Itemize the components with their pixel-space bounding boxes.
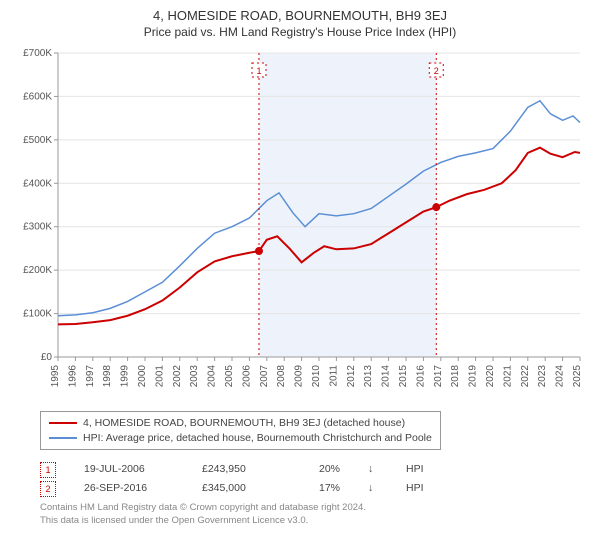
legend-swatch-price-paid (49, 422, 77, 424)
svg-text:£100K: £100K (23, 309, 52, 320)
svg-text:1996: 1996 (67, 365, 78, 388)
svg-text:1998: 1998 (102, 365, 113, 388)
svg-text:2018: 2018 (450, 365, 461, 388)
svg-text:1995: 1995 (50, 365, 61, 388)
svg-text:2016: 2016 (415, 365, 426, 388)
svg-text:£0: £0 (41, 352, 53, 363)
svg-text:1: 1 (256, 66, 261, 76)
svg-text:£600K: £600K (23, 91, 52, 102)
svg-text:£300K: £300K (23, 222, 52, 233)
legend-swatch-hpi (49, 437, 77, 439)
svg-text:2005: 2005 (224, 365, 235, 388)
chart-subtitle: Price paid vs. HM Land Registry's House … (10, 25, 590, 39)
svg-text:1997: 1997 (85, 365, 96, 388)
down-arrow-icon: ↓ (368, 479, 378, 498)
legend: 4, HOMESIDE ROAD, BOURNEMOUTH, BH9 3EJ (… (40, 411, 441, 450)
svg-text:1999: 1999 (120, 365, 131, 388)
footer-line-2: This data is licensed under the Open Gov… (40, 515, 590, 527)
sale-marker-2: 2 (40, 481, 56, 497)
svg-text:£500K: £500K (23, 135, 52, 146)
svg-text:2025: 2025 (572, 365, 583, 388)
svg-text:2003: 2003 (189, 365, 200, 388)
legend-label-hpi: HPI: Average price, detached house, Bour… (83, 431, 432, 446)
svg-text:2023: 2023 (537, 365, 548, 388)
svg-text:£200K: £200K (23, 265, 52, 276)
svg-text:2008: 2008 (276, 365, 287, 388)
chart-title: 4, HOMESIDE ROAD, BOURNEMOUTH, BH9 3EJ (10, 8, 590, 23)
sale-row: 1 19-JUL-2006 £243,950 20% ↓ HPI (40, 460, 590, 479)
sale-row: 2 26-SEP-2016 £345,000 17% ↓ HPI (40, 479, 590, 498)
sale-pct: 17% (300, 479, 340, 498)
svg-text:2021: 2021 (502, 365, 513, 388)
legend-label-price-paid: 4, HOMESIDE ROAD, BOURNEMOUTH, BH9 3EJ (… (83, 416, 405, 431)
svg-text:2013: 2013 (363, 365, 374, 388)
svg-text:2004: 2004 (207, 365, 218, 388)
svg-text:2024: 2024 (555, 365, 566, 388)
sale-vs: HPI (406, 460, 424, 479)
down-arrow-icon: ↓ (368, 460, 378, 479)
svg-text:2000: 2000 (137, 365, 148, 388)
svg-text:2019: 2019 (468, 365, 479, 388)
svg-text:2014: 2014 (381, 365, 392, 388)
svg-text:2: 2 (434, 66, 439, 76)
svg-text:2015: 2015 (398, 365, 409, 388)
svg-text:2020: 2020 (485, 365, 496, 388)
svg-text:2017: 2017 (433, 365, 444, 388)
svg-text:£700K: £700K (23, 48, 52, 59)
svg-text:2006: 2006 (241, 365, 252, 388)
sale-pct: 20% (300, 460, 340, 479)
sales-table: 1 19-JUL-2006 £243,950 20% ↓ HPI 2 26-SE… (40, 460, 590, 498)
price-chart: £0 £100K £200K £300K £400K £500K £600K £700K 199… (10, 45, 590, 405)
svg-text:2012: 2012 (346, 365, 357, 388)
sale-marker-1: 1 (40, 462, 56, 478)
sale-date: 19-JUL-2006 (84, 460, 174, 479)
svg-text:2007: 2007 (259, 365, 270, 388)
footer-attribution: Contains HM Land Registry data © Crown c… (40, 502, 590, 527)
sale-price: £345,000 (202, 479, 272, 498)
sale-price: £243,950 (202, 460, 272, 479)
svg-text:2009: 2009 (294, 365, 305, 388)
svg-text:2022: 2022 (520, 365, 531, 388)
svg-text:2010: 2010 (311, 365, 322, 388)
svg-text:£400K: £400K (23, 178, 52, 189)
svg-text:2002: 2002 (172, 365, 183, 388)
sale-vs: HPI (406, 479, 424, 498)
svg-text:2011: 2011 (328, 365, 339, 387)
svg-text:2001: 2001 (154, 365, 165, 388)
sale-date: 26-SEP-2016 (84, 479, 174, 498)
footer-line-1: Contains HM Land Registry data © Crown c… (40, 502, 590, 514)
